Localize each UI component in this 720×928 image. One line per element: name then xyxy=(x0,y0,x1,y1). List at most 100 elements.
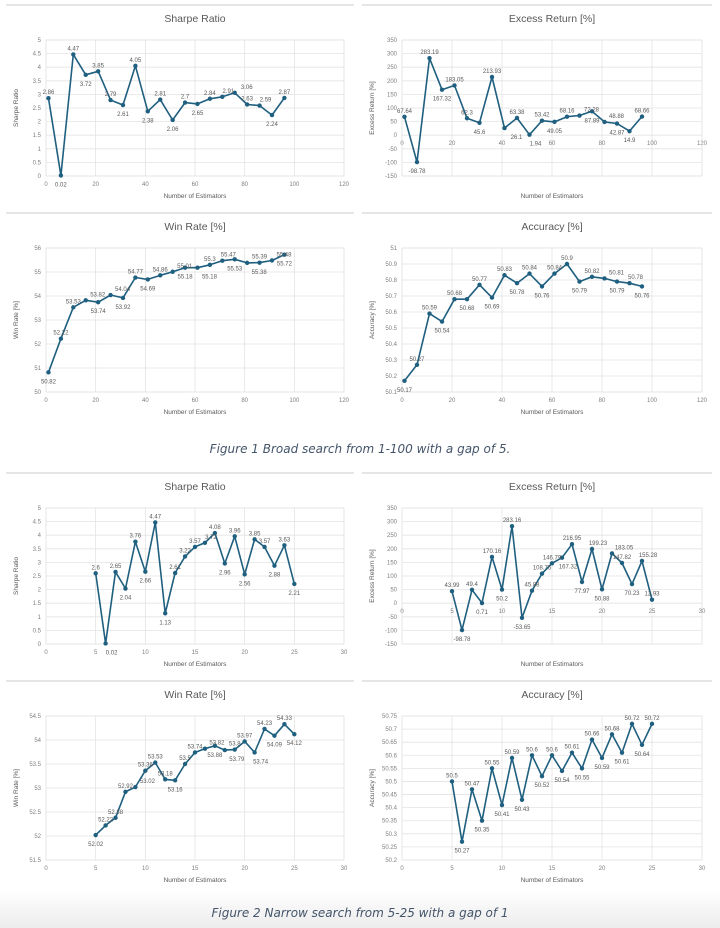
data-point xyxy=(452,83,457,88)
data-point xyxy=(282,721,287,727)
data-label: 4.08 xyxy=(209,525,221,531)
data-point xyxy=(202,540,208,546)
data-label: 2.04 xyxy=(120,596,132,602)
data-point xyxy=(158,97,163,102)
data-label: 50.61 xyxy=(614,760,630,766)
data-label: 2.06 xyxy=(167,127,179,133)
y-tick-label: 0.5 xyxy=(33,628,42,634)
data-point xyxy=(145,277,151,282)
data-point xyxy=(414,159,420,165)
data-point xyxy=(549,753,555,758)
y-tick-label: -100 xyxy=(385,160,398,166)
data-point xyxy=(459,627,465,633)
y-tick-label: 200 xyxy=(387,79,398,85)
data-label: 50.59 xyxy=(594,765,610,771)
data-point xyxy=(514,115,520,121)
x-tick-label: 100 xyxy=(647,398,658,404)
y-tick-label: 3.5 xyxy=(33,547,42,553)
x-tick-label: 20 xyxy=(449,398,456,404)
data-label: 0.02 xyxy=(106,650,118,656)
data-point xyxy=(282,95,287,101)
y-tick-label: 50.65 xyxy=(382,740,398,746)
data-point xyxy=(614,279,620,284)
y-tick-label: 0 xyxy=(394,601,398,607)
data-point xyxy=(282,252,287,257)
data-label: 50.35 xyxy=(474,828,490,834)
data-point xyxy=(614,121,620,126)
data-label: 50.6 xyxy=(526,747,538,753)
data-point xyxy=(133,539,138,544)
y-tick-label: 50.2 xyxy=(385,374,397,380)
y-tick-label: 1.5 xyxy=(33,601,42,607)
plot-area-frame xyxy=(401,507,703,645)
data-point xyxy=(143,768,148,773)
data-point xyxy=(202,746,208,751)
y-tick-label: 2 xyxy=(38,120,42,126)
data-point xyxy=(143,569,148,574)
data-label: 50.6 xyxy=(546,747,558,753)
data-label: 50.2 xyxy=(496,597,508,603)
chart-title: Win Rate [%] xyxy=(164,221,225,233)
data-point xyxy=(252,537,257,542)
data-label: 49.05 xyxy=(547,129,563,135)
data-label: 3.72 xyxy=(80,82,92,88)
data-label: 68.66 xyxy=(634,109,650,115)
y-tick-label: 54.5 xyxy=(29,714,41,720)
data-point xyxy=(649,597,655,602)
data-label: 14.9 xyxy=(624,138,636,144)
data-point xyxy=(269,112,275,118)
data-label: 54.77 xyxy=(128,270,144,276)
plot-area-frame xyxy=(45,507,345,645)
data-point xyxy=(559,555,565,560)
data-label: 50.78 xyxy=(509,290,525,296)
y-tick-label: 4 xyxy=(38,65,42,71)
data-point xyxy=(123,789,128,795)
data-label: 53.82 xyxy=(90,292,106,298)
data-label: 155.28 xyxy=(639,553,658,559)
y-axis-title: Excess Return [%] xyxy=(369,81,376,135)
chart-svg-broad-excess-return: Excess Return [%] -150 -100 -50 0 50 100 150 200… xyxy=(369,13,708,200)
y-tick-label: 56 xyxy=(34,246,41,252)
data-point xyxy=(564,114,570,119)
x-tick-label: 40 xyxy=(142,182,149,188)
data-point xyxy=(477,120,482,125)
data-point xyxy=(244,260,250,266)
data-point xyxy=(95,69,101,74)
x-tick-label: 10 xyxy=(499,866,506,872)
data-point xyxy=(257,260,262,265)
page-bottom-fade xyxy=(0,890,720,928)
x-tick-label: 80 xyxy=(241,182,248,188)
data-label: 3.96 xyxy=(229,528,241,534)
chart-panel-narrow-win-rate: Win Rate [%] 51.5 52 52.5 53 53.5 54 54.5 0 5 10 15… xyxy=(6,680,354,890)
data-label: 2.65 xyxy=(110,564,122,570)
data-label: 87.89 xyxy=(584,118,600,124)
data-point xyxy=(133,63,138,69)
data-point xyxy=(479,600,485,606)
data-point xyxy=(232,534,237,539)
data-point xyxy=(589,109,595,114)
x-tick-label: 0 xyxy=(44,650,48,656)
data-label: 12.93 xyxy=(644,592,660,598)
data-point xyxy=(103,823,108,828)
y-tick-label: 50.5 xyxy=(385,326,397,332)
data-label: 50.17 xyxy=(397,388,413,394)
y-tick-label: 50.25 xyxy=(382,845,398,851)
y-tick-label: 350 xyxy=(387,38,398,44)
data-label: 53.5 xyxy=(179,756,191,762)
y-tick-label: 150 xyxy=(387,92,398,98)
data-point xyxy=(479,818,485,823)
data-point xyxy=(262,726,267,732)
y-tick-label: 55 xyxy=(34,270,41,276)
x-tick-label: 5 xyxy=(94,650,98,656)
data-point xyxy=(559,768,565,774)
x-tick-label: 15 xyxy=(192,650,199,656)
data-label: 2.66 xyxy=(139,579,151,585)
data-label: 50.81 xyxy=(609,270,625,276)
data-label: 43.99 xyxy=(444,583,460,589)
data-point xyxy=(83,72,88,78)
x-tick-label: 10 xyxy=(142,866,149,872)
y-tick-label: 51.5 xyxy=(29,858,41,864)
data-label: 3.63 xyxy=(279,537,291,543)
data-point xyxy=(257,103,262,108)
data-label: 50.61 xyxy=(564,745,580,751)
